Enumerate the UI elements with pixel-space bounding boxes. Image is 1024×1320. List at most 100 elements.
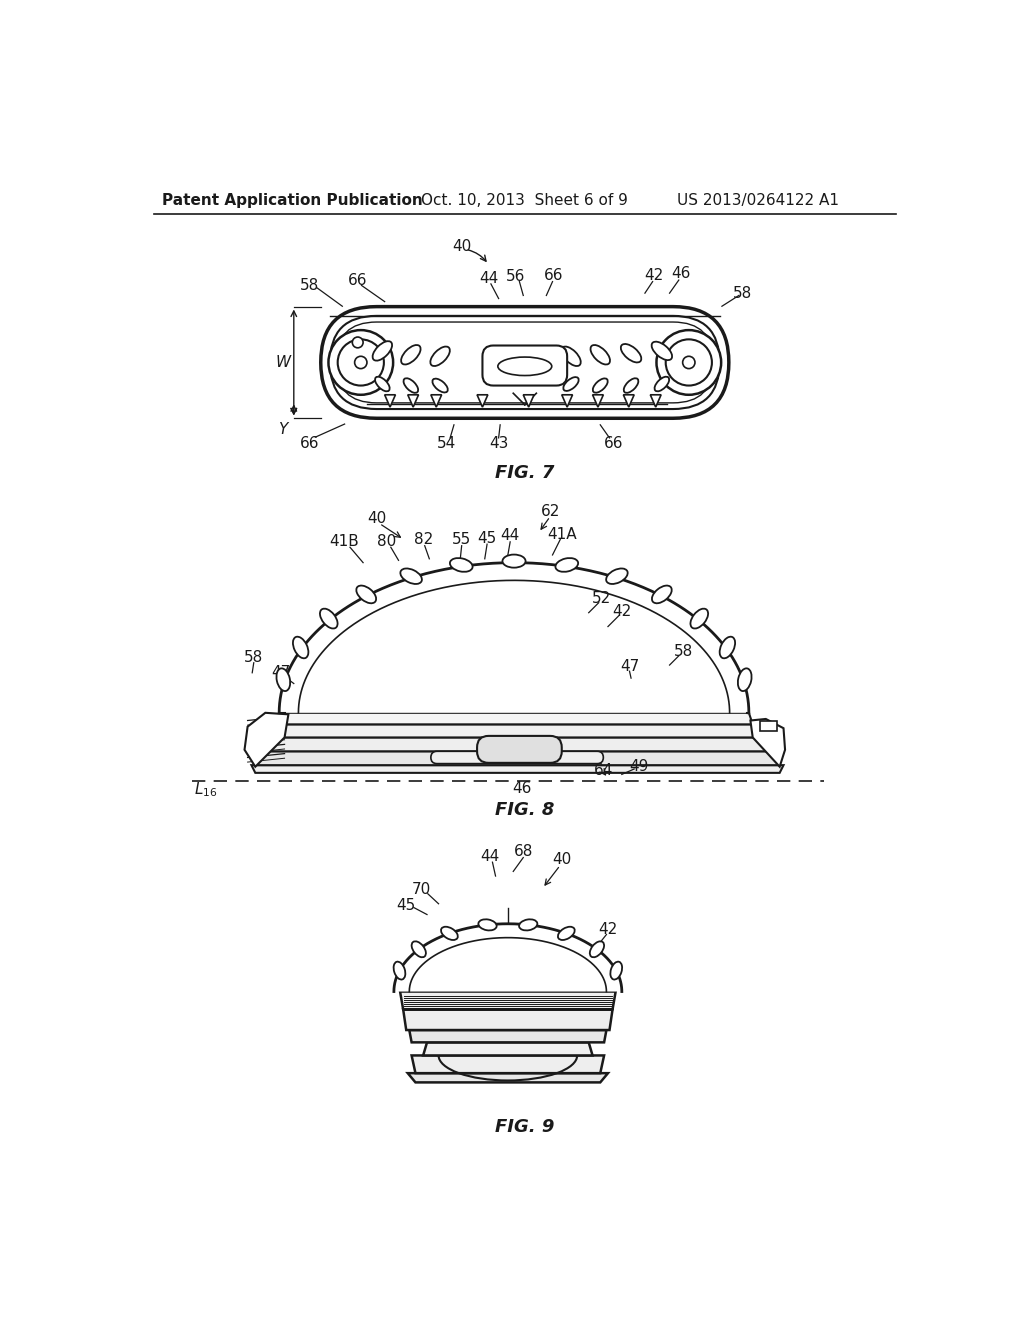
Text: 54: 54 xyxy=(436,436,456,451)
Text: 68: 68 xyxy=(514,843,532,859)
Ellipse shape xyxy=(720,636,735,659)
Ellipse shape xyxy=(430,347,450,366)
Text: 66: 66 xyxy=(299,436,318,451)
Text: 66: 66 xyxy=(348,272,368,288)
Ellipse shape xyxy=(590,941,604,957)
Text: 58: 58 xyxy=(300,279,318,293)
Circle shape xyxy=(352,337,364,348)
Ellipse shape xyxy=(498,356,552,376)
Circle shape xyxy=(683,356,695,368)
Ellipse shape xyxy=(561,347,581,366)
Polygon shape xyxy=(410,1030,606,1043)
Polygon shape xyxy=(431,395,441,407)
Text: 40: 40 xyxy=(452,239,471,255)
Text: 66: 66 xyxy=(545,268,564,282)
Text: 82: 82 xyxy=(414,532,433,546)
Polygon shape xyxy=(385,395,395,407)
Ellipse shape xyxy=(393,962,406,979)
Ellipse shape xyxy=(563,378,579,391)
Text: 40: 40 xyxy=(368,511,387,527)
Circle shape xyxy=(666,339,712,385)
Ellipse shape xyxy=(400,569,422,583)
Text: 45: 45 xyxy=(396,898,416,913)
Polygon shape xyxy=(403,1010,612,1030)
Polygon shape xyxy=(273,725,758,738)
Ellipse shape xyxy=(293,636,308,659)
Text: 47: 47 xyxy=(620,659,639,675)
FancyBboxPatch shape xyxy=(336,322,714,403)
Ellipse shape xyxy=(450,558,473,572)
Ellipse shape xyxy=(319,609,338,628)
Polygon shape xyxy=(477,395,487,407)
Polygon shape xyxy=(624,395,634,407)
Ellipse shape xyxy=(356,586,376,603)
Ellipse shape xyxy=(401,345,421,364)
Polygon shape xyxy=(394,924,622,991)
Polygon shape xyxy=(255,751,779,766)
Polygon shape xyxy=(252,766,783,774)
Text: Oct. 10, 2013  Sheet 6 of 9: Oct. 10, 2013 Sheet 6 of 9 xyxy=(421,193,629,209)
Bar xyxy=(761,721,777,731)
Text: 66: 66 xyxy=(604,436,624,451)
Ellipse shape xyxy=(606,569,628,583)
Ellipse shape xyxy=(373,341,392,360)
Ellipse shape xyxy=(593,379,607,393)
Polygon shape xyxy=(400,991,615,1010)
Ellipse shape xyxy=(621,345,641,363)
Text: 47: 47 xyxy=(271,665,291,680)
Text: 46: 46 xyxy=(672,267,691,281)
Text: 52: 52 xyxy=(592,591,611,606)
Text: 45: 45 xyxy=(477,531,497,545)
Polygon shape xyxy=(523,395,535,407)
Text: FIG. 9: FIG. 9 xyxy=(496,1118,554,1137)
FancyBboxPatch shape xyxy=(482,346,567,385)
Polygon shape xyxy=(281,713,753,725)
Text: 58: 58 xyxy=(674,644,693,659)
Ellipse shape xyxy=(738,668,752,692)
Text: Y: Y xyxy=(279,421,288,437)
Text: 42: 42 xyxy=(598,923,617,937)
Polygon shape xyxy=(245,713,289,767)
Polygon shape xyxy=(408,1073,608,1082)
Ellipse shape xyxy=(651,342,672,360)
Polygon shape xyxy=(265,738,768,751)
Text: 41A: 41A xyxy=(547,527,577,541)
Text: 44: 44 xyxy=(480,849,500,863)
Ellipse shape xyxy=(610,962,623,979)
Text: 42: 42 xyxy=(644,268,664,282)
Ellipse shape xyxy=(519,919,538,931)
Text: 58: 58 xyxy=(244,649,263,665)
Text: 80: 80 xyxy=(378,533,396,549)
Ellipse shape xyxy=(624,379,638,393)
Text: 58: 58 xyxy=(733,285,753,301)
Ellipse shape xyxy=(690,609,709,628)
Polygon shape xyxy=(562,395,572,407)
FancyBboxPatch shape xyxy=(477,737,562,763)
Ellipse shape xyxy=(432,379,447,392)
Circle shape xyxy=(329,330,393,395)
Ellipse shape xyxy=(652,586,672,603)
Circle shape xyxy=(354,356,367,368)
Polygon shape xyxy=(423,1043,593,1056)
Text: 49: 49 xyxy=(629,759,648,775)
Text: 44: 44 xyxy=(479,271,499,286)
Text: FIG. 7: FIG. 7 xyxy=(496,463,554,482)
Ellipse shape xyxy=(276,668,290,692)
Ellipse shape xyxy=(375,376,390,391)
Polygon shape xyxy=(280,562,749,713)
Text: US 2013/0264122 A1: US 2013/0264122 A1 xyxy=(677,193,839,209)
Ellipse shape xyxy=(478,919,497,931)
Text: 41B: 41B xyxy=(330,535,359,549)
Text: Patent Application Publication: Patent Application Publication xyxy=(162,193,423,209)
Polygon shape xyxy=(412,1056,604,1073)
Text: $L_{16}$: $L_{16}$ xyxy=(195,780,218,799)
Text: 42: 42 xyxy=(612,603,632,619)
Circle shape xyxy=(338,339,384,385)
Text: 43: 43 xyxy=(488,436,508,451)
Ellipse shape xyxy=(558,927,574,940)
Ellipse shape xyxy=(591,345,610,364)
Text: 62: 62 xyxy=(541,503,560,519)
Circle shape xyxy=(656,330,721,395)
Ellipse shape xyxy=(555,558,579,572)
FancyBboxPatch shape xyxy=(321,306,729,418)
